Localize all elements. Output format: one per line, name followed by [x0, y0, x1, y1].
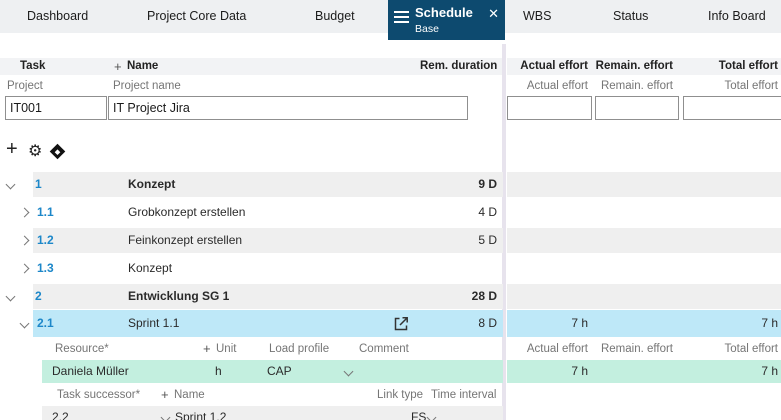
- unit-header: Unit: [216, 343, 237, 355]
- successor-row[interactable]: [42, 406, 503, 420]
- project-name-label: Project name: [113, 80, 181, 92]
- task-row-2-1-selected[interactable]: [33, 310, 503, 337]
- task-duration: 9 D: [478, 177, 497, 191]
- task-row-1-effort: [507, 172, 781, 197]
- task-number: 2: [35, 289, 42, 303]
- resource-actual-effort: 7 h: [571, 364, 588, 378]
- add-resource-icon[interactable]: +: [203, 341, 211, 356]
- panel-separator[interactable]: [502, 44, 506, 420]
- col-header-name: Name: [127, 60, 159, 72]
- resource-header: Resource*: [55, 343, 109, 355]
- tab-status[interactable]: Status: [613, 9, 649, 23]
- task-row-1-3[interactable]: [33, 256, 503, 281]
- milestone-diamond-icon[interactable]: [49, 143, 66, 160]
- settings-gear-icon[interactable]: ⚙: [28, 143, 43, 160]
- successor-name: Sprint 1.2: [175, 410, 227, 420]
- chevron-down-icon[interactable]: [19, 318, 30, 329]
- col-header-remain-effort: Remain. effort: [595, 60, 673, 72]
- task-duration: 28 D: [471, 289, 497, 303]
- task-duration: 8 D: [478, 316, 497, 330]
- task-number: 1.3: [37, 261, 54, 275]
- tab-wbs[interactable]: WBS: [523, 9, 552, 23]
- actual-effort-input[interactable]: [507, 96, 592, 120]
- task-name: Sprint 1.1: [128, 316, 180, 330]
- resource-unit: h: [215, 364, 222, 378]
- add-successor-icon[interactable]: +: [161, 387, 169, 402]
- task-total-effort: 7 h: [761, 316, 778, 330]
- comment-header: Comment: [359, 343, 409, 355]
- chevron-right-icon[interactable]: [19, 207, 30, 218]
- task-duration: 5 D: [478, 233, 497, 247]
- project-name-input[interactable]: [108, 96, 468, 120]
- tab-dashboard[interactable]: Dashboard: [27, 9, 89, 23]
- left-header-band: [0, 58, 502, 75]
- active-tab-title: Schedule: [415, 5, 473, 20]
- task-number: 1.2: [37, 233, 54, 247]
- successor-link-type: FS: [411, 410, 427, 420]
- task-row-1-2-effort: [507, 228, 781, 253]
- task-name: Grobkonzept erstellen: [128, 205, 246, 219]
- chevron-down-icon[interactable]: [5, 291, 16, 302]
- resource-remain-header: Remain. effort: [600, 343, 673, 355]
- remain-effort-input[interactable]: [595, 96, 679, 120]
- col-header-actual-effort: Actual effort: [520, 60, 588, 72]
- col-header-task: Task: [20, 60, 46, 72]
- project-remain-label: Remain. effort: [600, 80, 673, 92]
- tab-project-core-data[interactable]: Project Core Data: [147, 9, 247, 23]
- task-name: Entwicklung SG 1: [128, 289, 230, 303]
- active-tab-subtitle: Base: [415, 23, 439, 35]
- tab-info-board[interactable]: Info Board: [708, 9, 766, 23]
- task-row-2[interactable]: [33, 284, 503, 309]
- task-name: Konzept: [128, 261, 173, 275]
- right-header-band: [507, 58, 781, 75]
- task-row-2-effort: [507, 284, 781, 309]
- chevron-right-icon[interactable]: [19, 235, 30, 246]
- load-profile-header: Load profile: [269, 343, 330, 355]
- task-name: Konzept: [128, 177, 176, 191]
- resource-actual-header: Actual effort: [526, 343, 588, 355]
- link-type-header: Link type: [377, 389, 424, 401]
- col-header-rem-duration: Rem. duration: [420, 60, 498, 72]
- add-task-icon[interactable]: +: [6, 138, 18, 160]
- tab-budget[interactable]: Budget: [315, 9, 355, 23]
- total-effort-input[interactable]: [683, 96, 781, 120]
- task-row-2-1-effort: [507, 310, 781, 337]
- hamburger-menu-icon[interactable]: [394, 11, 409, 24]
- project-total-label: Total effort: [724, 80, 779, 92]
- chevron-right-icon[interactable]: [19, 263, 30, 274]
- tab-schedule-active[interactable]: Schedule ✕ Base: [388, 0, 505, 40]
- task-number: 2.1: [37, 316, 54, 330]
- open-external-icon[interactable]: [392, 315, 410, 333]
- successor-header: Task successor*: [57, 389, 141, 401]
- resource-row-effort: [507, 360, 781, 383]
- add-column-icon[interactable]: +: [114, 59, 122, 74]
- resource-load-profile: CAP: [267, 364, 292, 378]
- project-row-label: Project: [7, 80, 43, 92]
- successor-id: 2.2: [52, 410, 69, 420]
- close-tab-icon[interactable]: ✕: [488, 6, 499, 21]
- task-duration: 4 D: [478, 205, 497, 219]
- resource-name: Daniela Müller: [52, 364, 129, 378]
- resource-total-effort: 7 h: [761, 364, 778, 378]
- task-row-1[interactable]: [33, 172, 503, 197]
- successor-name-header: Name: [174, 389, 205, 401]
- task-name: Feinkonzept erstellen: [128, 233, 243, 247]
- task-number: 1.1: [37, 205, 54, 219]
- task-number: 1: [35, 177, 42, 191]
- project-actual-label: Actual effort: [526, 80, 588, 92]
- chevron-down-icon[interactable]: [5, 179, 16, 190]
- resource-total-header: Total effort: [724, 343, 779, 355]
- time-interval-header: Time interval: [431, 389, 497, 401]
- col-header-total-effort: Total effort: [718, 60, 778, 72]
- project-id-input[interactable]: [5, 96, 107, 120]
- task-actual-effort: 7 h: [571, 316, 588, 330]
- task-row-1-2[interactable]: [33, 228, 503, 253]
- resource-row[interactable]: [42, 360, 503, 383]
